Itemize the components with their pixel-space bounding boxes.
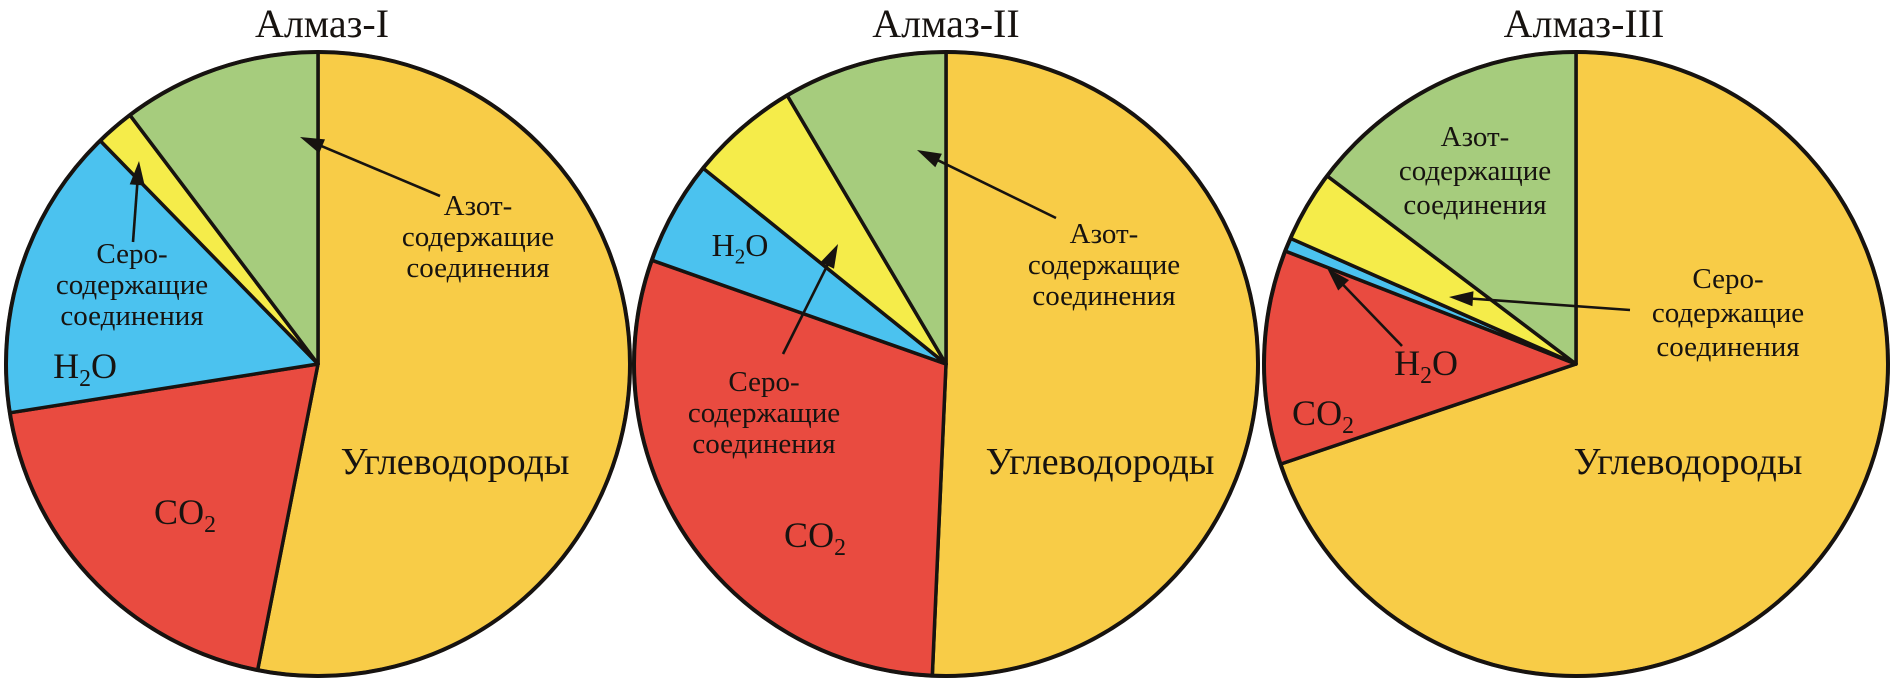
label-line: соединения bbox=[1032, 280, 1176, 312]
leader-arrow-nitrogen-line bbox=[929, 154, 1057, 220]
label-nitrogen-compounds: Азот- содержащие соединения bbox=[1399, 120, 1551, 222]
label-sulfur-compounds: Серо- содержащие соединения bbox=[56, 239, 208, 332]
label-line: соединения bbox=[1656, 331, 1800, 363]
pie-title-almaz-2: Алмаз-II bbox=[872, 1, 1020, 46]
label-line: соединения bbox=[60, 300, 204, 332]
pie-outline-3 bbox=[1262, 50, 1890, 678]
leader-arrow-h2o-line bbox=[1335, 277, 1403, 347]
leader-arrow-nitrogen-line bbox=[312, 141, 441, 198]
label-line: соединения bbox=[692, 428, 836, 460]
label-nitrogen-compounds: Азот- содержащие соединения bbox=[1028, 219, 1180, 312]
label-sulfur-compounds: Серо- содержащие соединения bbox=[688, 367, 840, 460]
leader-arrow-sulfur-line bbox=[131, 174, 140, 243]
pie-outline-1 bbox=[4, 50, 632, 678]
label-co2: CO2 bbox=[1292, 393, 1354, 440]
leader-arrow-nitrogen-head bbox=[917, 150, 942, 168]
label-line: Азот- bbox=[1440, 121, 1510, 153]
label-co2: CO2 bbox=[154, 492, 216, 539]
label-line: соединения bbox=[406, 252, 550, 284]
label-h2o: H2O bbox=[53, 346, 117, 393]
leader-arrow-sulfur-head bbox=[129, 161, 145, 186]
pie-title-almaz-3: Алмаз-III bbox=[1503, 1, 1665, 46]
label-h2o: H2O bbox=[711, 227, 769, 269]
leader-arrow-sulfur-head bbox=[1449, 291, 1474, 307]
label-line: содержащие bbox=[687, 397, 841, 429]
pie-slice-hydrocarbons bbox=[930, 50, 1260, 678]
leader-arrow-nitrogen-head bbox=[300, 137, 325, 154]
label-line: содержащие bbox=[1398, 155, 1552, 187]
label-line: Серо- bbox=[1692, 263, 1764, 295]
leader-arrow-sulfur-line bbox=[1462, 296, 1631, 312]
label-line: содержащие bbox=[1027, 249, 1181, 281]
label-line: содержащие bbox=[55, 269, 209, 301]
label-hydrocarbons: Углеводороды bbox=[1573, 441, 1803, 483]
label-line: Серо- bbox=[96, 238, 168, 270]
label-co2: CO2 bbox=[784, 515, 846, 562]
label-line: содержащие bbox=[1651, 297, 1805, 329]
label-line: Серо- bbox=[728, 366, 800, 398]
pie-title-almaz-1: Алмаз-I bbox=[254, 1, 390, 46]
label-line: Азот- bbox=[1069, 218, 1139, 250]
pie-outline-2 bbox=[632, 50, 1260, 678]
leader-arrow-h2o-head bbox=[1327, 268, 1349, 291]
label-line: соединения bbox=[1403, 189, 1547, 221]
label-line: Азот- bbox=[443, 190, 513, 222]
label-nitrogen-compounds: Азот- содержащие соединения bbox=[402, 191, 554, 284]
label-hydrocarbons: Углеводороды bbox=[985, 441, 1215, 483]
label-line: содержащие bbox=[401, 221, 555, 253]
leader-arrow-sulfur-head bbox=[820, 244, 838, 269]
leader-arrow-sulfur-line bbox=[781, 255, 833, 355]
label-hydrocarbons: Углеводороды bbox=[340, 441, 570, 483]
label-sulfur-compounds: Серо- содержащие соединения bbox=[1652, 262, 1804, 364]
label-h2o: H2O bbox=[1394, 343, 1458, 390]
